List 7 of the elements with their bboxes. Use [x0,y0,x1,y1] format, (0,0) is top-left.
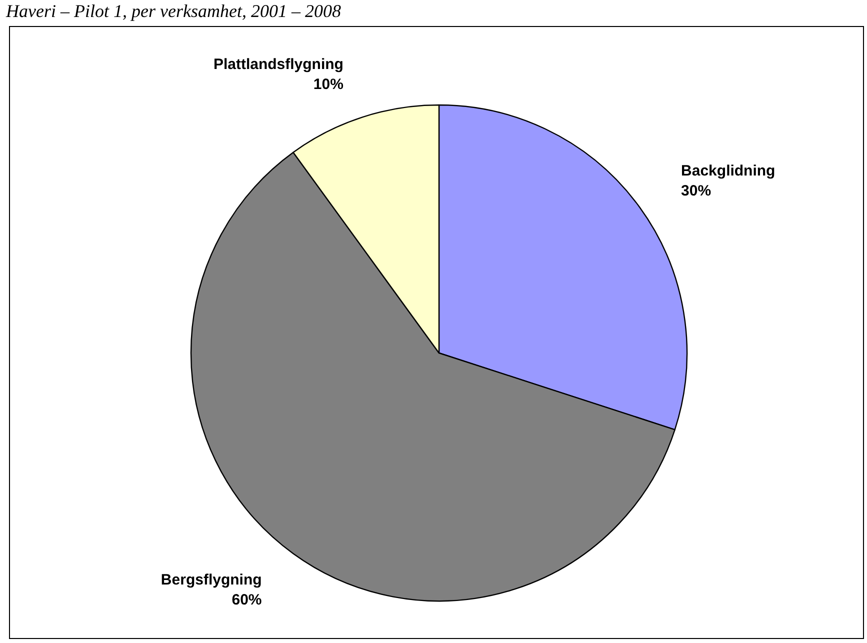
data-label: 10% [313,76,344,93]
data-label: 30% [681,182,712,200]
slice-label: Bergsflygning [160,572,262,589]
slice-label: Backglidning [681,162,776,180]
chart-title: Haveri – Pilot 1, per verksamhet, 2001 – 2008 [6,0,341,22]
data-label: 60% [232,592,262,609]
slice-label: Plattlandsflygning [213,56,344,73]
